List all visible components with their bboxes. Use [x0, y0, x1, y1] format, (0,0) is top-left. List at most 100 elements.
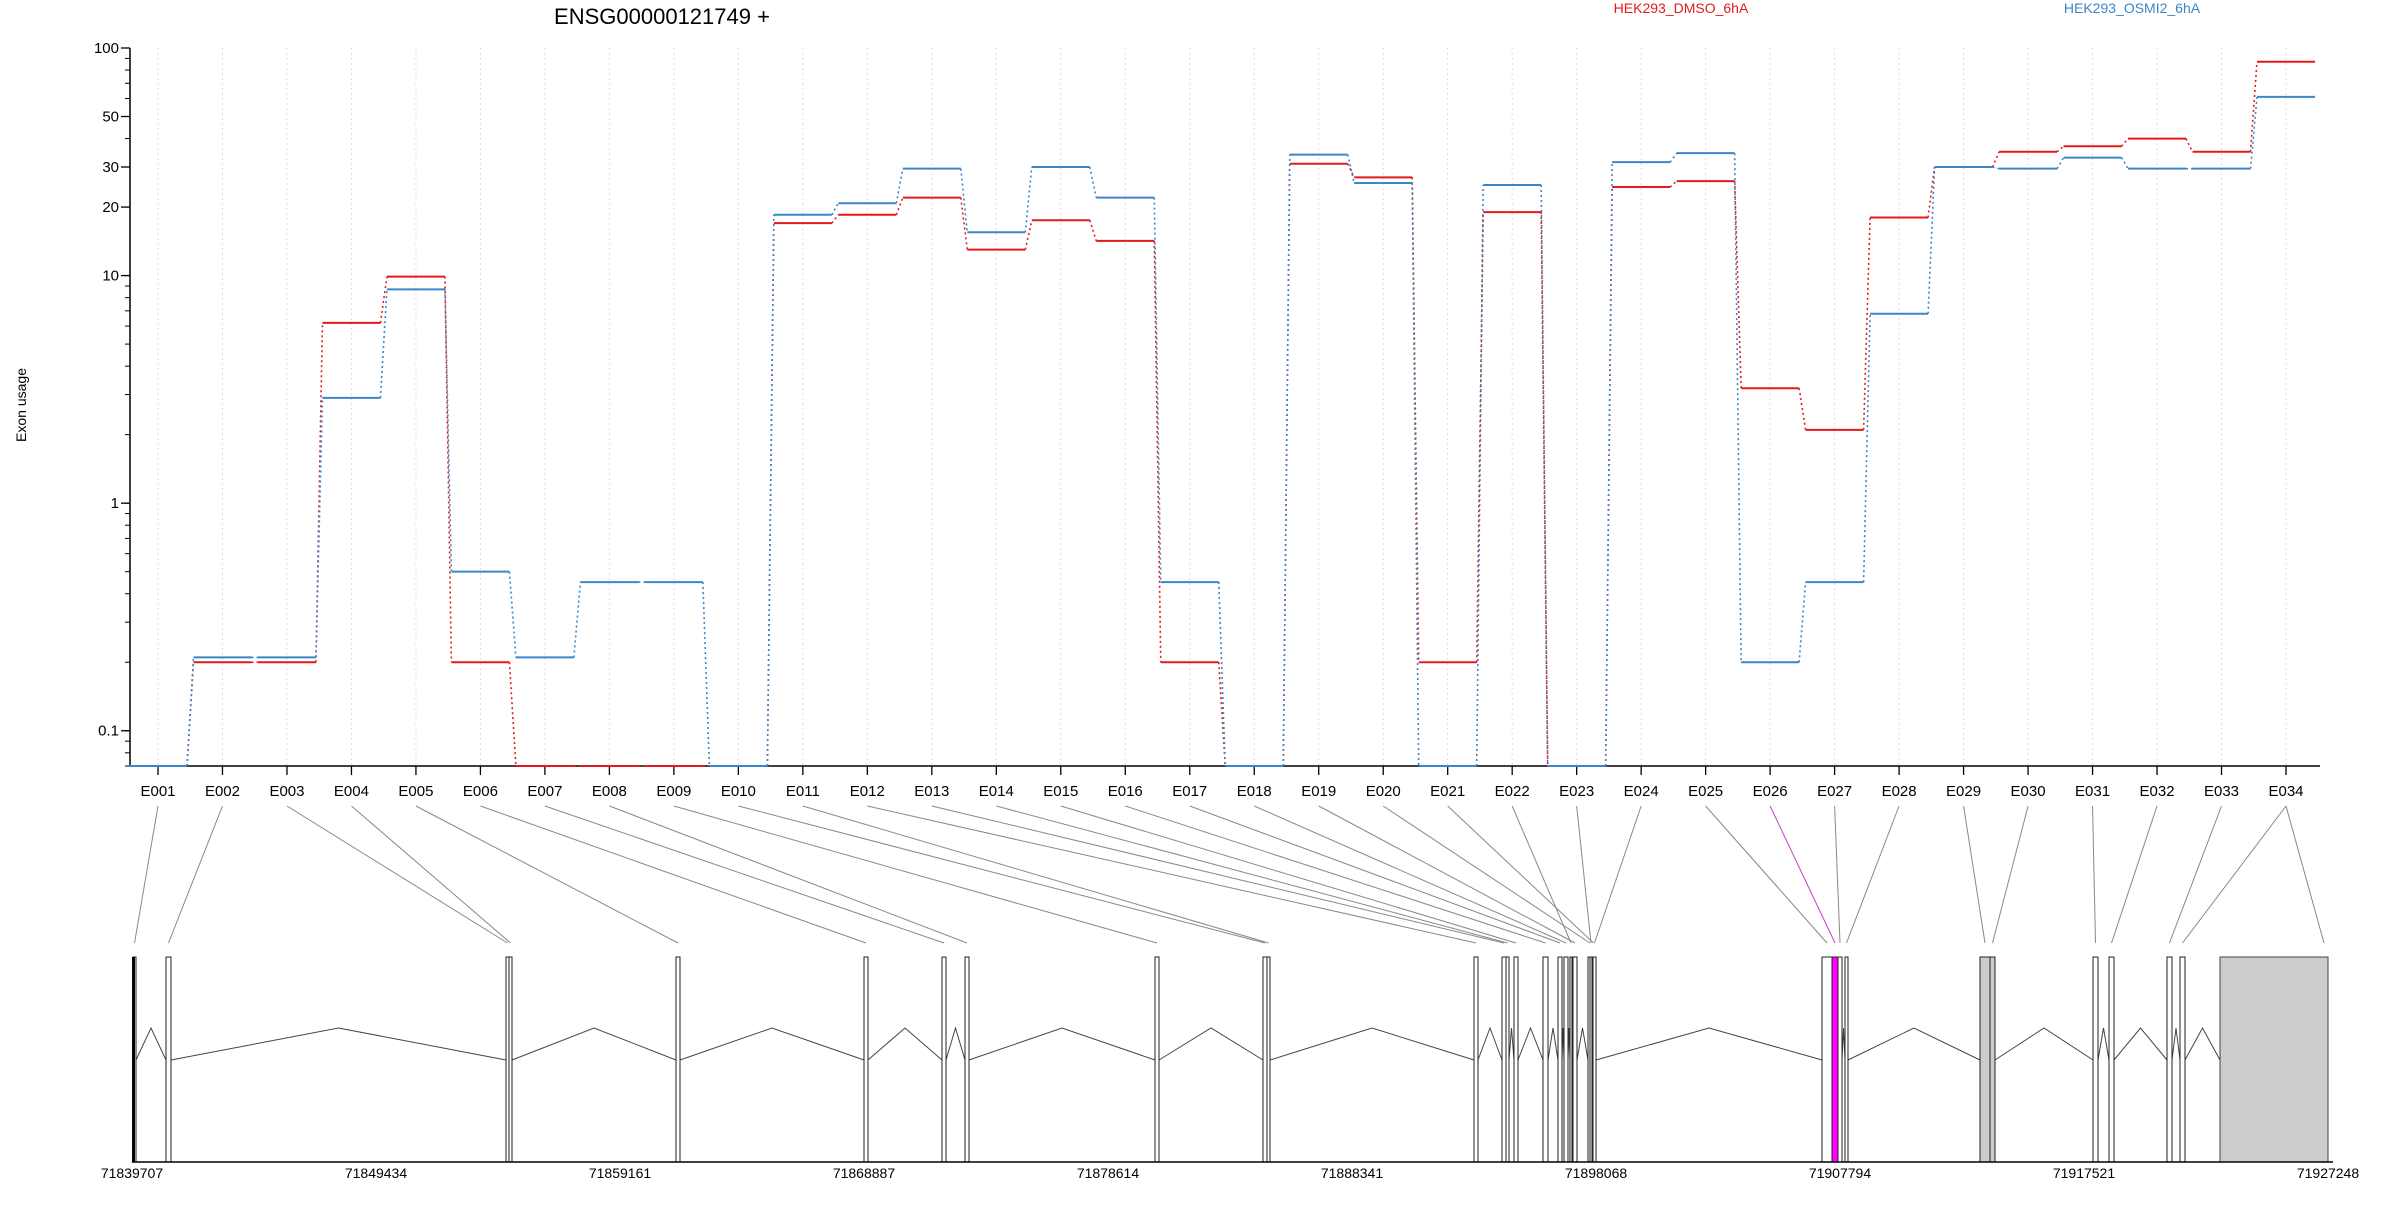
intron-line [2113, 1027, 2168, 1061]
series-1-connector [2120, 138, 2129, 147]
exon-connector [1189, 805, 1561, 944]
x-tick-label: E019 [1301, 783, 1336, 800]
series-1-connector [2056, 145, 2065, 153]
x-tick-label: E003 [269, 783, 304, 800]
series-1-connector [1475, 212, 1484, 663]
series-2-connector [766, 214, 775, 767]
exon-box [941, 956, 947, 1163]
y-tick-label: 100 [94, 40, 119, 57]
exon-connector [996, 805, 1508, 944]
x-tick-label: E027 [1817, 783, 1852, 800]
intron-line [1595, 1027, 1823, 1061]
series-2-connector [444, 289, 453, 572]
series-2-connector [1024, 166, 1033, 233]
exon-box [2179, 956, 2186, 1163]
x-tick-label: E030 [2011, 783, 2046, 800]
x-tick-label: E016 [1108, 783, 1143, 800]
x-tick-label: E002 [205, 783, 240, 800]
x-tick-label: E009 [656, 783, 691, 800]
exon-connector [738, 805, 1266, 944]
series-1-connector [379, 276, 388, 323]
series-1-connector [1798, 388, 1807, 430]
exon-box [1542, 956, 1549, 1163]
exon-box [1989, 956, 1996, 1163]
y-tick-label: 0.1 [98, 723, 119, 740]
exon-box-first [132, 957, 135, 1162]
exon-box [1821, 956, 1833, 1163]
exon-connector [1992, 805, 2029, 944]
series-2-group [129, 95, 2315, 767]
series-2-connector [1669, 152, 1678, 163]
x-tick-label: E014 [979, 783, 1014, 800]
genome-coordinate-label: 71888341 [1321, 1165, 1384, 1181]
exon-connector [1963, 805, 1986, 944]
series-2-connector [960, 168, 969, 233]
exon-connector [1254, 805, 1567, 944]
x-tick-label: E026 [1753, 783, 1788, 800]
x-tick-label: E012 [850, 783, 885, 800]
x-tick-label: E031 [2075, 783, 2110, 800]
series-2-connector [1217, 582, 1227, 767]
x-tick-label: E021 [1430, 783, 1465, 800]
series-1-connector [1540, 212, 1549, 767]
series-1-connector [831, 214, 839, 224]
intron-line [1158, 1027, 1264, 1061]
series-2-connector [573, 582, 582, 658]
x-tick-label: E029 [1946, 783, 1981, 800]
x-tick-label: E001 [140, 783, 175, 800]
x-tick-label: E008 [592, 783, 627, 800]
exon-box [1266, 956, 1271, 1163]
intron-line [1477, 1026, 1503, 1061]
series-2-connector [1992, 166, 2000, 170]
y-tick-label: 50 [102, 109, 119, 126]
intron-line [1994, 1027, 2094, 1061]
exon-box [1154, 956, 1160, 1163]
exon-connector [1769, 805, 1836, 944]
series-1-connector [960, 197, 969, 250]
exon-connector [480, 805, 867, 944]
x-tick-label: E013 [914, 783, 949, 800]
genome-coordinate-label: 71907794 [1809, 1165, 1872, 1181]
exon-box [1563, 956, 1569, 1163]
exon-connector [802, 805, 1269, 944]
series-2-connector [895, 168, 904, 204]
exon-connector [1594, 805, 1642, 944]
exon-connector [1846, 805, 1900, 944]
series-2-connector [1862, 313, 1871, 583]
genome-coordinate-label: 71859161 [589, 1165, 652, 1181]
x-tick-label: E023 [1559, 783, 1594, 800]
x-tick-label: E024 [1624, 783, 1659, 800]
series-1-connector [1862, 217, 1871, 430]
x-tick-label: E022 [1495, 783, 1530, 800]
intron-line [170, 1027, 507, 1061]
exon-connector [1382, 805, 1591, 944]
x-tick-label: E034 [2268, 783, 2303, 800]
chart-title: ENSG00000121749 + [554, 4, 770, 29]
exon-box [1979, 956, 1991, 1163]
series-2-connector [831, 202, 840, 216]
exon-connector [609, 805, 968, 944]
intron-line [968, 1027, 1156, 1061]
exon-box [1513, 956, 1519, 1163]
exon-box [2108, 956, 2115, 1163]
exon-box [1505, 956, 1510, 1163]
exon-connector [2111, 805, 2158, 944]
series-2-connector [508, 571, 517, 658]
exon-connector [1705, 805, 1828, 944]
series-2-connector [2249, 96, 2258, 169]
exon-connector [351, 805, 511, 944]
intron-line [679, 1027, 865, 1061]
series-2-connector [315, 397, 324, 658]
exon-box [1831, 956, 1839, 1163]
y-tick-label: 30 [102, 159, 119, 176]
exon-connector [1125, 805, 1546, 944]
intron-line [2097, 1027, 2110, 1061]
series-1-connector [1669, 180, 1678, 188]
exon-box [165, 956, 172, 1163]
series-1-connector [1153, 240, 1162, 663]
exon-connector [1447, 805, 1594, 944]
exon-box [1557, 956, 1563, 1163]
series-2-connector [1604, 162, 1613, 767]
exon-connector [2169, 805, 2222, 944]
